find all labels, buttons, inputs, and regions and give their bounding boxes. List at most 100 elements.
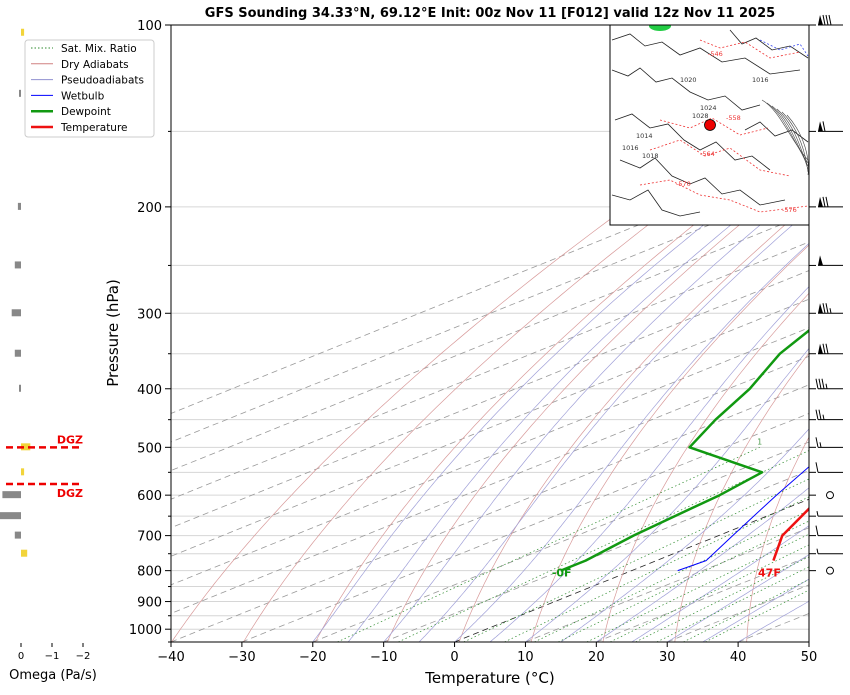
omega-bar bbox=[15, 532, 21, 539]
omega-tick-label: 0 bbox=[18, 651, 24, 662]
barb-flag bbox=[818, 121, 823, 131]
barb-calm bbox=[827, 567, 834, 574]
dgz-label: DGZ bbox=[57, 433, 83, 446]
barb-full bbox=[819, 410, 821, 420]
dgz-label: DGZ bbox=[57, 487, 83, 500]
mixing-ratio-line bbox=[558, 447, 850, 642]
x-tick-label: 10 bbox=[517, 650, 534, 665]
barb-full bbox=[822, 379, 824, 389]
inset-contour-label: 1020 bbox=[680, 76, 697, 84]
barb-half bbox=[817, 549, 818, 554]
barb-half bbox=[823, 415, 824, 420]
inset-contour-label: 1016 bbox=[752, 76, 769, 84]
sounding-location-marker bbox=[705, 120, 716, 131]
omega-bar bbox=[19, 90, 21, 97]
inset-green-blob bbox=[649, 21, 671, 31]
chart-title: GFS Sounding 34.33°N, 69.12°E Init: 00z … bbox=[205, 6, 775, 21]
barb-full bbox=[826, 344, 828, 354]
omega-bar bbox=[12, 309, 21, 316]
inset-contour-label: -564 bbox=[700, 150, 715, 158]
x-tick-label: −20 bbox=[299, 650, 326, 665]
barb-full bbox=[826, 15, 828, 25]
legend-label: Pseudoadiabats bbox=[61, 75, 144, 87]
x-tick-label: 50 bbox=[801, 650, 818, 665]
barb-full bbox=[816, 437, 818, 447]
barb-full bbox=[823, 344, 825, 354]
y-tick-label: 1000 bbox=[129, 623, 162, 638]
omega-bar bbox=[21, 550, 27, 557]
dry-adiabat bbox=[818, 25, 850, 642]
barb-calm bbox=[827, 492, 834, 499]
legend-label: Wetbulb bbox=[61, 90, 105, 102]
barb-flag bbox=[818, 303, 823, 313]
x-tick-label: 20 bbox=[588, 650, 605, 665]
x-axis-label: Temperature (°C) bbox=[424, 669, 554, 687]
barb-half bbox=[826, 384, 827, 389]
y-tick-label: 600 bbox=[137, 489, 162, 504]
legend-label: Sat. Mix. Ratio bbox=[61, 43, 137, 55]
omega-bar bbox=[21, 468, 24, 475]
inset-contour-label: -546 bbox=[708, 50, 723, 58]
x-tick-label: −40 bbox=[157, 650, 184, 665]
wind-barbs bbox=[809, 15, 843, 574]
barb-half bbox=[820, 442, 821, 447]
x-tick-label: 30 bbox=[659, 650, 676, 665]
y-tick-label: 200 bbox=[137, 201, 162, 216]
inset-contour-label: -576 bbox=[782, 206, 797, 214]
inset-contour-label: 1024 bbox=[700, 104, 717, 112]
barb-full bbox=[826, 303, 828, 313]
inset-contour-label: 1028 bbox=[692, 112, 709, 120]
omega-bar bbox=[18, 203, 21, 210]
barb-full bbox=[816, 410, 818, 420]
x-tick-label: 0 bbox=[450, 650, 458, 665]
y-axis-label: Pressure (hPa) bbox=[104, 279, 122, 387]
barb-full bbox=[823, 15, 825, 25]
barb-full bbox=[826, 197, 828, 207]
legend-label: Dewpoint bbox=[61, 106, 111, 118]
barb-full bbox=[819, 379, 821, 389]
barb-full bbox=[823, 121, 825, 131]
mixing-ratio-line bbox=[587, 447, 850, 642]
surface-temp-label: 47F bbox=[758, 567, 781, 580]
inset-contour-label: 1016 bbox=[622, 144, 639, 152]
omega-bar bbox=[19, 385, 21, 392]
surface-annotations: 47F -0F bbox=[552, 567, 781, 580]
y-tick-label: 800 bbox=[137, 565, 162, 580]
mixing-ratio-line bbox=[636, 447, 850, 642]
barb-full bbox=[816, 462, 818, 472]
surface-dewpoint-label: -0F bbox=[552, 567, 572, 580]
omega-tick-label: −1 bbox=[45, 651, 60, 662]
barb-half bbox=[830, 308, 831, 313]
omega-bar bbox=[2, 491, 21, 498]
omega-axis-label: Omega (Pa/s) bbox=[9, 668, 97, 683]
x-tick-label: 40 bbox=[730, 650, 747, 665]
barb-full bbox=[816, 526, 818, 536]
omega-bar bbox=[0, 512, 21, 519]
mixing-ratio-line bbox=[464, 447, 850, 642]
barb-flag bbox=[818, 197, 823, 207]
legend-label: Temperature bbox=[60, 122, 128, 134]
omega-bar bbox=[15, 261, 21, 268]
inset-contour-label: -570 bbox=[676, 180, 691, 188]
legend: Sat. Mix. Ratio Dry Adiabats Pseudoadiabat… bbox=[25, 40, 154, 137]
barb-flag bbox=[818, 255, 823, 265]
mixing-ratio-line bbox=[610, 447, 850, 642]
inset-contour-label: 1018 bbox=[642, 152, 659, 160]
y-tick-label: 500 bbox=[137, 441, 162, 456]
inset-map: 102010241028101610141018-558-564-570-576… bbox=[610, 21, 809, 225]
y-tick-label: 300 bbox=[137, 307, 162, 322]
y-tick-label: 700 bbox=[137, 530, 162, 545]
inset-contour-label: -558 bbox=[726, 114, 741, 122]
barb-flag bbox=[818, 15, 823, 25]
barb-full bbox=[823, 303, 825, 313]
omega-bar bbox=[21, 29, 24, 36]
y-tick-label: 900 bbox=[137, 596, 162, 611]
legend-label: Dry Adiabats bbox=[61, 59, 129, 71]
x-tick-label: −10 bbox=[370, 650, 397, 665]
barb-full bbox=[823, 197, 825, 207]
barb-half bbox=[817, 511, 818, 516]
barb-flag bbox=[818, 344, 823, 354]
omega-tick-label: −2 bbox=[76, 651, 91, 662]
isotherm-line bbox=[809, 25, 850, 642]
